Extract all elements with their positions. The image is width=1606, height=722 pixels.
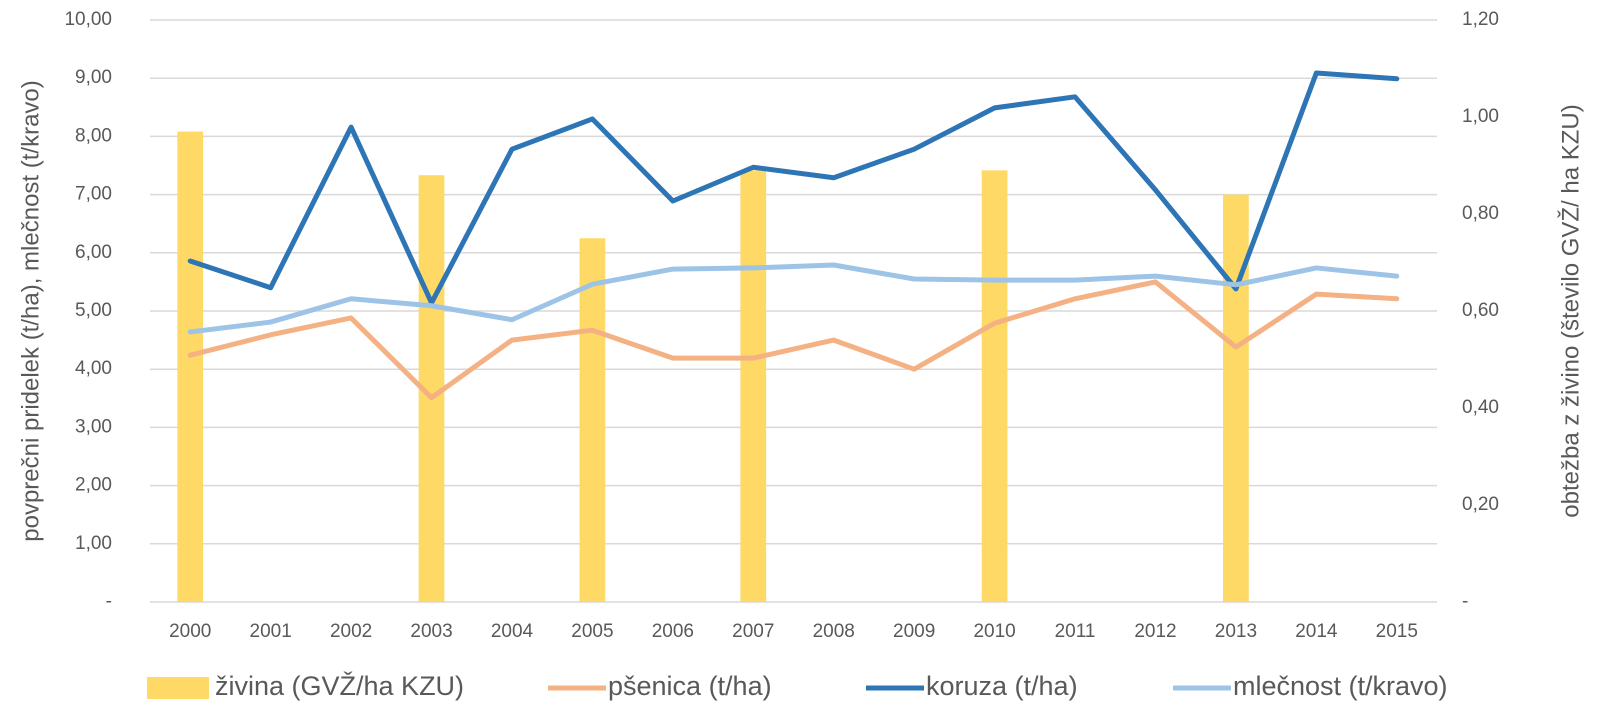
x-tick-label: 2000 xyxy=(169,621,211,642)
y-axis-title: povprečni pridelek (t/ha), mlečnost (t/k… xyxy=(17,80,44,542)
bar xyxy=(579,238,606,602)
y2-tick-label: 0,20 xyxy=(1462,494,1499,515)
x-tick-label: 2011 xyxy=(1055,621,1096,642)
x-tick-label: 2006 xyxy=(652,621,694,642)
y-tick-label: 9,00 xyxy=(75,67,112,88)
y2-tick-label: 1,20 xyxy=(1462,9,1499,30)
y-tick-label: 3,00 xyxy=(75,416,112,437)
x-tick-label: 2008 xyxy=(813,621,855,642)
legend-label: živina (GVŽ/ha KZU) xyxy=(215,670,464,701)
legend-label: pšenica (t/ha) xyxy=(608,671,772,701)
y2-axis-title: obtežba z živino (število GVŽ/ ha KZU) xyxy=(1557,104,1584,517)
x-tick-label: 2003 xyxy=(410,621,452,642)
x-tick-label: 2012 xyxy=(1134,621,1176,642)
y2-tick-label: 1,00 xyxy=(1462,106,1499,127)
x-tick-label: 2010 xyxy=(973,621,1015,642)
y-tick-label: 4,00 xyxy=(75,358,112,379)
line xyxy=(187,279,1400,401)
line xyxy=(187,262,1400,335)
x-tick-label: 2014 xyxy=(1295,621,1338,642)
bar xyxy=(740,170,767,602)
y-tick-label: 6,00 xyxy=(75,242,112,263)
y-tick-label: 2,00 xyxy=(75,475,112,496)
x-tick-label: 2007 xyxy=(732,621,774,642)
bar xyxy=(1223,194,1249,602)
y-tick-label: 10,00 xyxy=(64,9,112,30)
y-tick-label: 7,00 xyxy=(75,184,112,205)
y2-tick-label: 0,60 xyxy=(1462,300,1499,321)
y-tick-label: 8,00 xyxy=(75,125,112,146)
y2-tick-label: 0,40 xyxy=(1462,397,1499,418)
x-tick-label: 2002 xyxy=(330,621,372,642)
x-tick-label: 2015 xyxy=(1376,621,1418,642)
legend-label: mlečnost (t/kravo) xyxy=(1233,671,1448,701)
bar xyxy=(981,170,1008,602)
x-tick-label: 2009 xyxy=(893,621,935,642)
legend-label: koruza (t/ha) xyxy=(926,671,1078,701)
x-tick-label: 2004 xyxy=(491,621,534,642)
bar xyxy=(177,131,204,603)
x-tick-label: 2005 xyxy=(571,621,613,642)
y-tick-label: 5,00 xyxy=(75,300,112,321)
y-tick-label: 1,00 xyxy=(75,533,112,554)
legend-swatch xyxy=(147,677,209,699)
x-tick-label: 2013 xyxy=(1215,621,1257,642)
y-tick-label: - xyxy=(106,591,112,612)
y2-tick-label: - xyxy=(1462,591,1468,612)
y2-tick-label: 0,80 xyxy=(1462,203,1499,224)
line xyxy=(187,70,1400,306)
x-tick-label: 2001 xyxy=(250,621,292,642)
